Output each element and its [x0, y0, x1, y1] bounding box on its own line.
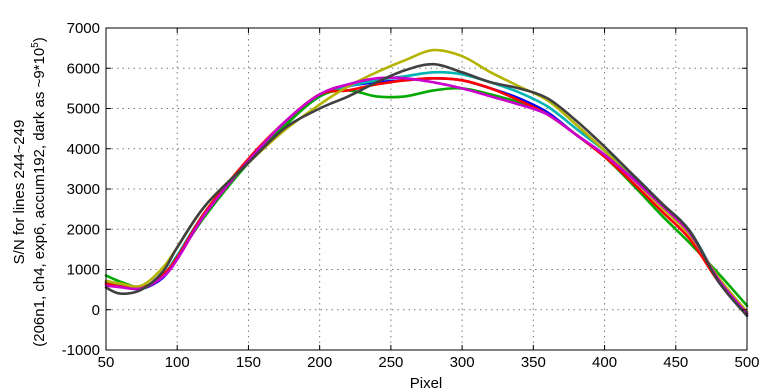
- y-tick-label: 0: [92, 302, 100, 319]
- grid-lines: [106, 28, 747, 350]
- y-tick-label: -1000: [62, 342, 100, 359]
- x-axis-title: Pixel: [410, 375, 443, 391]
- y-axis-title-line1: S/N for lines 244~249: [11, 120, 28, 265]
- y-tick-label: 3000: [67, 181, 100, 198]
- y-axis-title-line2-suffix: ): [31, 37, 48, 42]
- y-tick-labels: -1000 0 1000 2000 3000 4000 5000 6000 7000: [62, 20, 100, 359]
- y-tick-label: 2000: [67, 221, 100, 238]
- y-tick-label: 4000: [67, 141, 100, 158]
- y-tick-label: 5000: [67, 101, 100, 118]
- x-tick-label: 450: [663, 354, 688, 371]
- x-tick-label: 250: [378, 354, 403, 371]
- x-tick-label: 150: [236, 354, 261, 371]
- x-tick-label: 50: [98, 354, 115, 371]
- y-tick-label: 1000: [67, 262, 100, 279]
- y-axis-title-line2: (206n1, ch4, exp6, accum192, dark as ~9*…: [30, 37, 48, 347]
- series-line-5: [104, 48, 749, 314]
- x-tick-labels: 50 100 150 200 250 300 350 400 450 500: [98, 354, 760, 371]
- x-tick-label: 100: [165, 354, 190, 371]
- y-axis-title-line2-prefix: (206n1, ch4, exp6, accum192, dark as ~9*…: [31, 48, 48, 347]
- y-tick-label: 7000: [67, 20, 100, 37]
- y-axis-subtitle: (206n1, ch4, exp6, accum192, dark as ~9*…: [30, 37, 48, 347]
- x-tick-label: 350: [521, 354, 546, 371]
- x-tick-label: 400: [592, 354, 617, 371]
- series-line-6: [104, 76, 749, 316]
- series-line-7: [104, 62, 749, 318]
- tick-marks: [105, 27, 748, 351]
- x-tick-label: 300: [450, 354, 475, 371]
- y-axis-title: S/N for lines 244~249: [11, 120, 28, 265]
- x-tick-label: 500: [734, 354, 759, 371]
- y-axis-title-line2-exponent: 5: [30, 42, 41, 48]
- x-tick-label: 200: [307, 354, 332, 371]
- series-group: [104, 48, 749, 318]
- y-tick-label: 6000: [67, 60, 100, 77]
